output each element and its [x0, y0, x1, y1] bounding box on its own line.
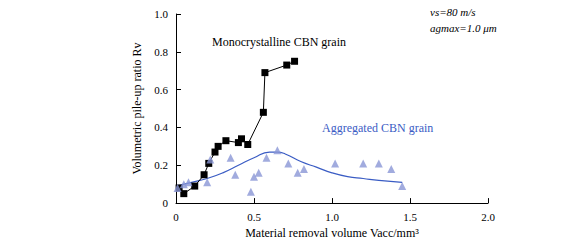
svg-text:1.0: 1.0 — [154, 8, 168, 20]
svg-text:vs=80 m/s: vs=80 m/s — [430, 6, 476, 18]
svg-text:agmax=1.0 μm: agmax=1.0 μm — [430, 22, 497, 34]
svg-text:2.0: 2.0 — [481, 211, 495, 223]
svg-text:0.5: 0.5 — [247, 211, 261, 223]
svg-text:Volumetric pile-up ratio Rv: Volumetric pile-up ratio Rv — [130, 43, 144, 175]
svg-text:1.0: 1.0 — [325, 211, 339, 223]
svg-text:Monocrystalline CBN grain: Monocrystalline CBN grain — [212, 35, 346, 49]
svg-text:Aggregated CBN grain: Aggregated CBN grain — [322, 121, 433, 135]
svg-text:0.4: 0.4 — [154, 121, 168, 133]
svg-text:0: 0 — [163, 197, 169, 209]
svg-text:0.8: 0.8 — [154, 46, 168, 58]
svg-text:0: 0 — [173, 211, 179, 223]
svg-text:0.2: 0.2 — [154, 159, 168, 171]
svg-text:1.5: 1.5 — [403, 211, 417, 223]
svg-text:Material removal volume Vacc/m: Material removal volume Vacc/mm³ — [245, 226, 419, 240]
svg-text:0.6: 0.6 — [154, 84, 168, 96]
